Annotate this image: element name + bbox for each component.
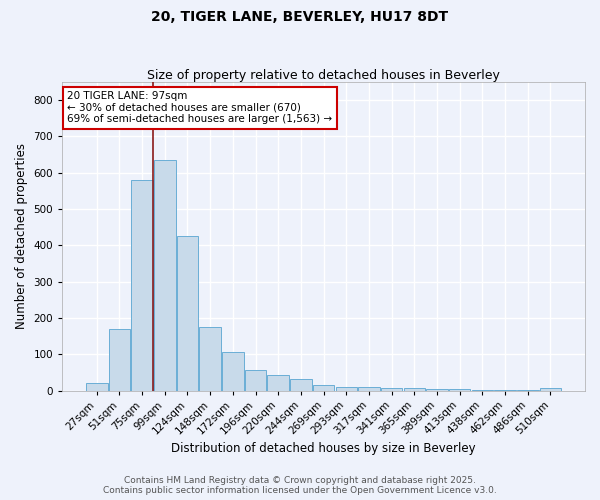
Bar [539, 388, 561, 390]
Bar [199, 327, 221, 390]
Bar [404, 388, 425, 390]
Title: Size of property relative to detached houses in Beverley: Size of property relative to detached ho… [147, 69, 500, 82]
Text: 20 TIGER LANE: 97sqm
← 30% of detached houses are smaller (670)
69% of semi-deta: 20 TIGER LANE: 97sqm ← 30% of detached h… [67, 92, 332, 124]
Y-axis label: Number of detached properties: Number of detached properties [15, 144, 28, 330]
Bar [177, 236, 198, 390]
Bar [268, 376, 289, 390]
Text: 20, TIGER LANE, BEVERLEY, HU17 8DT: 20, TIGER LANE, BEVERLEY, HU17 8DT [151, 10, 449, 24]
Bar [222, 352, 244, 391]
Bar [358, 388, 380, 390]
X-axis label: Distribution of detached houses by size in Beverley: Distribution of detached houses by size … [171, 442, 476, 455]
Bar [290, 379, 311, 390]
Bar [245, 370, 266, 390]
Bar [335, 387, 357, 390]
Bar [109, 329, 130, 390]
Bar [313, 385, 334, 390]
Bar [154, 160, 176, 390]
Text: Contains HM Land Registry data © Crown copyright and database right 2025.
Contai: Contains HM Land Registry data © Crown c… [103, 476, 497, 495]
Bar [426, 389, 448, 390]
Bar [131, 180, 153, 390]
Bar [86, 384, 107, 390]
Bar [381, 388, 403, 390]
